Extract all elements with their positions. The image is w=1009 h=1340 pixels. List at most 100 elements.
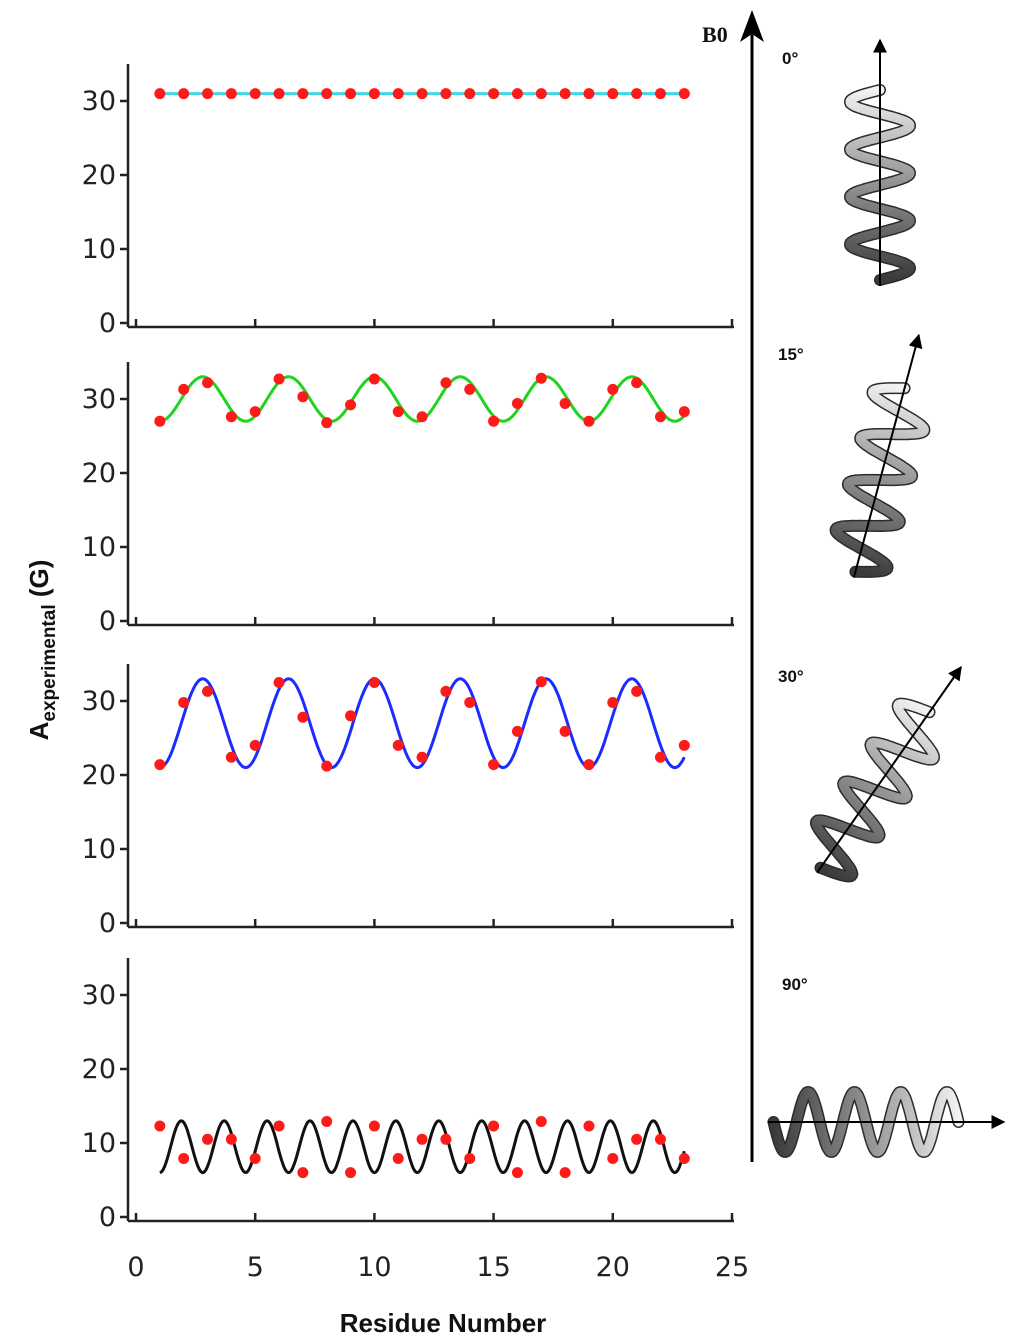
data-point <box>488 759 500 771</box>
data-point <box>631 377 643 389</box>
data-point <box>321 760 333 772</box>
data-point <box>297 1167 309 1179</box>
data-point <box>559 725 571 737</box>
x-tick-label: 10 <box>357 1252 391 1283</box>
data-point <box>583 88 595 100</box>
x-tick-labels: 0 5 10 15 20 25 <box>127 1252 749 1283</box>
data-point <box>488 1120 500 1132</box>
data-point <box>559 397 571 409</box>
data-point <box>583 415 595 427</box>
data-point <box>607 88 619 100</box>
fit-curve <box>159 677 686 770</box>
fit-curve <box>159 1119 686 1175</box>
data-point <box>273 88 285 100</box>
data-point <box>440 1133 452 1145</box>
data-point <box>416 1133 428 1145</box>
y-axis-title-unit: (G) <box>24 560 54 605</box>
chart-panel-2: 0 10 20 30 <box>82 362 734 637</box>
data-point <box>273 677 285 688</box>
data-point <box>535 372 547 384</box>
data-point <box>464 696 476 708</box>
data-point <box>535 1116 547 1128</box>
data-point <box>511 1167 523 1179</box>
y-tick-label: 10 <box>82 234 116 265</box>
x-tick-label: 20 <box>596 1252 630 1283</box>
helix-axis-arrow <box>816 665 962 874</box>
y-tick-label: 20 <box>82 160 116 191</box>
x-tick-label: 0 <box>127 1252 144 1283</box>
y-tick-label: 20 <box>82 1054 116 1085</box>
helix-0-degrees <box>844 38 916 286</box>
data-point <box>178 383 190 395</box>
y-tick-label: 20 <box>82 760 116 791</box>
b0-label-main: B <box>702 22 717 47</box>
y-tick-label: 0 <box>99 1202 116 1233</box>
y-tick-label: 0 <box>99 606 116 637</box>
data-point <box>178 1153 190 1165</box>
data-point <box>154 1120 166 1132</box>
angle-label-90: 90° <box>782 975 808 994</box>
data-point <box>440 88 452 100</box>
data-point <box>368 373 380 385</box>
data-point <box>273 1120 285 1132</box>
data-point <box>654 88 666 100</box>
helix-illustrations <box>767 38 1006 1158</box>
y-tick-label: 30 <box>82 86 116 117</box>
data-point <box>631 685 643 697</box>
chart-panel-1: 0 10 20 30 <box>82 64 734 339</box>
data-point <box>392 739 404 751</box>
data-point <box>464 383 476 395</box>
data-point <box>392 88 404 100</box>
data-point <box>488 88 500 100</box>
y-tick-label: 30 <box>82 686 116 717</box>
data-point <box>631 88 643 100</box>
b0-arrow-head <box>740 10 764 42</box>
data-point <box>654 1133 666 1145</box>
data-point <box>464 88 476 100</box>
data-point <box>345 88 357 100</box>
data-point <box>607 1153 619 1165</box>
y-axis-title-main: A <box>24 721 54 740</box>
y-tick-label: 10 <box>82 532 116 563</box>
data-point <box>368 88 380 100</box>
data-point <box>202 377 214 389</box>
helix-15-degrees <box>829 333 931 578</box>
data-point <box>607 383 619 395</box>
data-point <box>535 676 547 688</box>
y-tick-label: 0 <box>99 908 116 939</box>
data-point <box>392 1153 404 1165</box>
data-point <box>345 399 357 411</box>
angle-label-30: 30° <box>778 667 804 686</box>
b0-label-subscript: 0 <box>717 22 728 47</box>
data-point <box>654 411 666 423</box>
y-tick-label: 10 <box>82 834 116 865</box>
y-tick-label: 10 <box>82 1128 116 1159</box>
data-point <box>297 88 309 100</box>
data-point <box>678 88 690 100</box>
y-tick-label: 30 <box>82 384 116 415</box>
data-point <box>154 415 166 427</box>
data-point <box>225 1133 237 1145</box>
data-point <box>249 1153 261 1165</box>
data-point <box>583 759 595 771</box>
data-point <box>607 696 619 708</box>
data-point <box>678 739 690 751</box>
data-point <box>249 88 261 100</box>
x-tick-label: 25 <box>715 1252 749 1283</box>
angle-label-15: 15° <box>778 345 804 364</box>
data-point <box>488 415 500 427</box>
data-point <box>178 696 190 708</box>
angle-label-0: 0° <box>782 49 798 68</box>
data-point <box>273 373 285 385</box>
data-point <box>225 751 237 763</box>
data-point <box>511 88 523 100</box>
helix-axis-arrow <box>852 333 923 578</box>
helix-90-degrees <box>767 1086 1006 1158</box>
b0-label: B0 <box>702 22 728 47</box>
data-point <box>249 739 261 751</box>
y-axis-title-subscript: experimental <box>39 604 60 721</box>
data-point <box>321 1116 333 1128</box>
chart-panel-4: 0 10 20 30 <box>82 958 734 1233</box>
data-point <box>225 88 237 100</box>
